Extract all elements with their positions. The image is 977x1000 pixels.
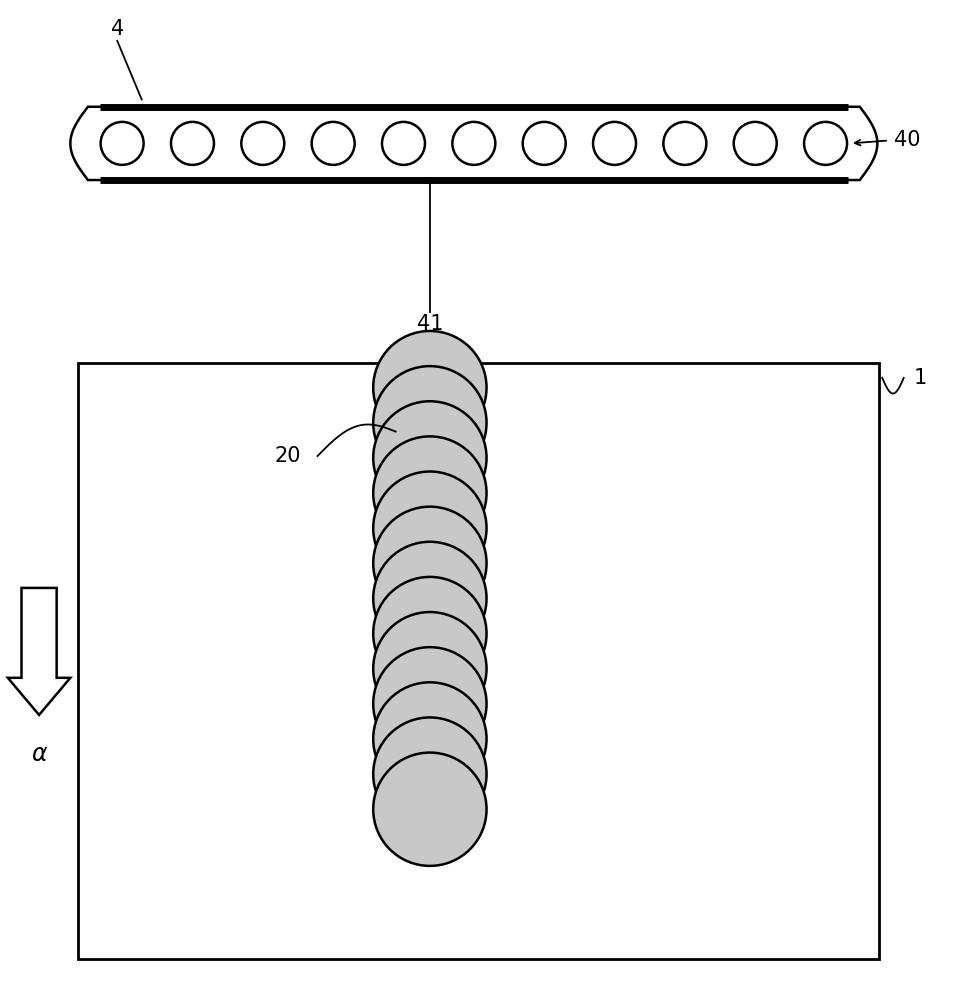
Text: 20: 20: [275, 446, 302, 466]
Circle shape: [373, 682, 487, 796]
Circle shape: [373, 331, 487, 444]
PathPatch shape: [70, 107, 877, 180]
Text: α: α: [31, 742, 47, 766]
Circle shape: [373, 542, 487, 655]
Circle shape: [373, 507, 487, 620]
Circle shape: [373, 577, 487, 690]
Circle shape: [373, 401, 487, 515]
Text: 1: 1: [913, 368, 927, 388]
Circle shape: [241, 122, 284, 165]
Circle shape: [734, 122, 777, 165]
Circle shape: [171, 122, 214, 165]
Circle shape: [593, 122, 636, 165]
Circle shape: [382, 122, 425, 165]
Circle shape: [373, 366, 487, 479]
Text: 4: 4: [110, 19, 124, 39]
Bar: [78, 363, 879, 959]
Circle shape: [523, 122, 566, 165]
Polygon shape: [8, 588, 70, 715]
Text: 41: 41: [416, 314, 444, 334]
Text: 40: 40: [894, 130, 920, 150]
Circle shape: [373, 472, 487, 585]
Circle shape: [312, 122, 355, 165]
Circle shape: [452, 122, 495, 165]
Circle shape: [373, 436, 487, 550]
Circle shape: [373, 717, 487, 831]
Circle shape: [101, 122, 144, 165]
Circle shape: [804, 122, 847, 165]
Circle shape: [373, 612, 487, 725]
Circle shape: [373, 647, 487, 761]
Circle shape: [373, 753, 487, 866]
Circle shape: [663, 122, 706, 165]
